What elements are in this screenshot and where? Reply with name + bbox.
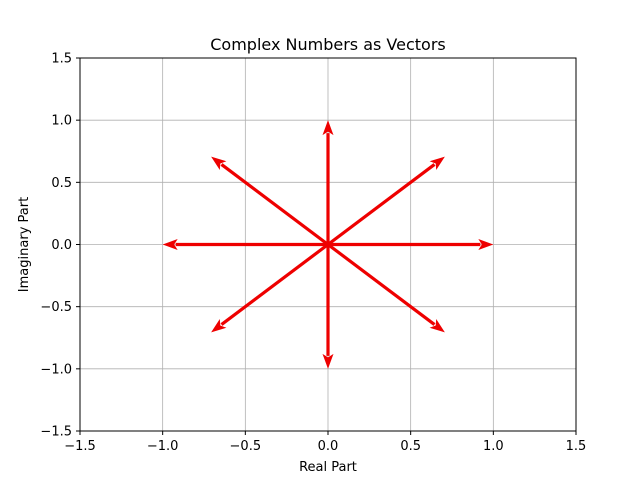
x-tick-label: 1.5: [566, 439, 587, 454]
x-tick-label: −0.5: [230, 439, 262, 454]
y-tick-label: 1.5: [51, 52, 72, 67]
vector-arrowhead: [478, 239, 494, 250]
vector-arrowhead: [162, 239, 178, 250]
y-tick-label: 1.0: [51, 114, 72, 129]
x-tick-label: 1.0: [483, 439, 504, 454]
ticks: −1.5 −1.0 −0.5 0.0 0.5 1.0 1.5 −1.5 −1.0 −0.5 0.0 0…: [40, 52, 586, 455]
chart-title: Complex Numbers as Vectors: [210, 35, 446, 54]
vector-arrowhead: [429, 156, 445, 171]
y-tick-label: 0.5: [51, 176, 72, 191]
vector-arrow: [328, 239, 494, 250]
x-tick-label: −1.0: [147, 439, 179, 454]
x-tick-label: 0.0: [318, 439, 339, 454]
x-tick-label: −1.5: [64, 439, 96, 454]
vector-arrow: [211, 243, 329, 333]
vector-arrowhead: [211, 156, 227, 171]
y-tick-label: −1.5: [40, 425, 72, 440]
x-tick-label: 0.5: [400, 439, 421, 454]
vector-arrow: [211, 156, 329, 246]
vector-arrow: [327, 243, 445, 333]
vector-arrowhead: [322, 120, 334, 136]
vector-shaft: [327, 243, 436, 326]
x-axis-title: Real Part: [299, 460, 357, 475]
vector-shaft: [220, 243, 329, 326]
y-tick-label: −0.5: [40, 300, 72, 315]
vector-series: [162, 120, 494, 369]
vector-shaft: [220, 163, 329, 246]
vector-arrow: [322, 244, 334, 369]
vector-arrowhead: [211, 318, 227, 333]
y-tick-label: −1.0: [40, 362, 72, 377]
vector-arrowhead: [322, 353, 334, 369]
vector-shaft: [327, 163, 436, 246]
y-axis-title: Imaginary Part: [17, 197, 32, 292]
vector-arrow: [162, 239, 328, 250]
vector-arrowhead: [429, 318, 445, 333]
vector-arrow: [327, 156, 445, 246]
vector-arrow: [322, 120, 334, 245]
y-tick-label: 0.0: [51, 238, 72, 253]
